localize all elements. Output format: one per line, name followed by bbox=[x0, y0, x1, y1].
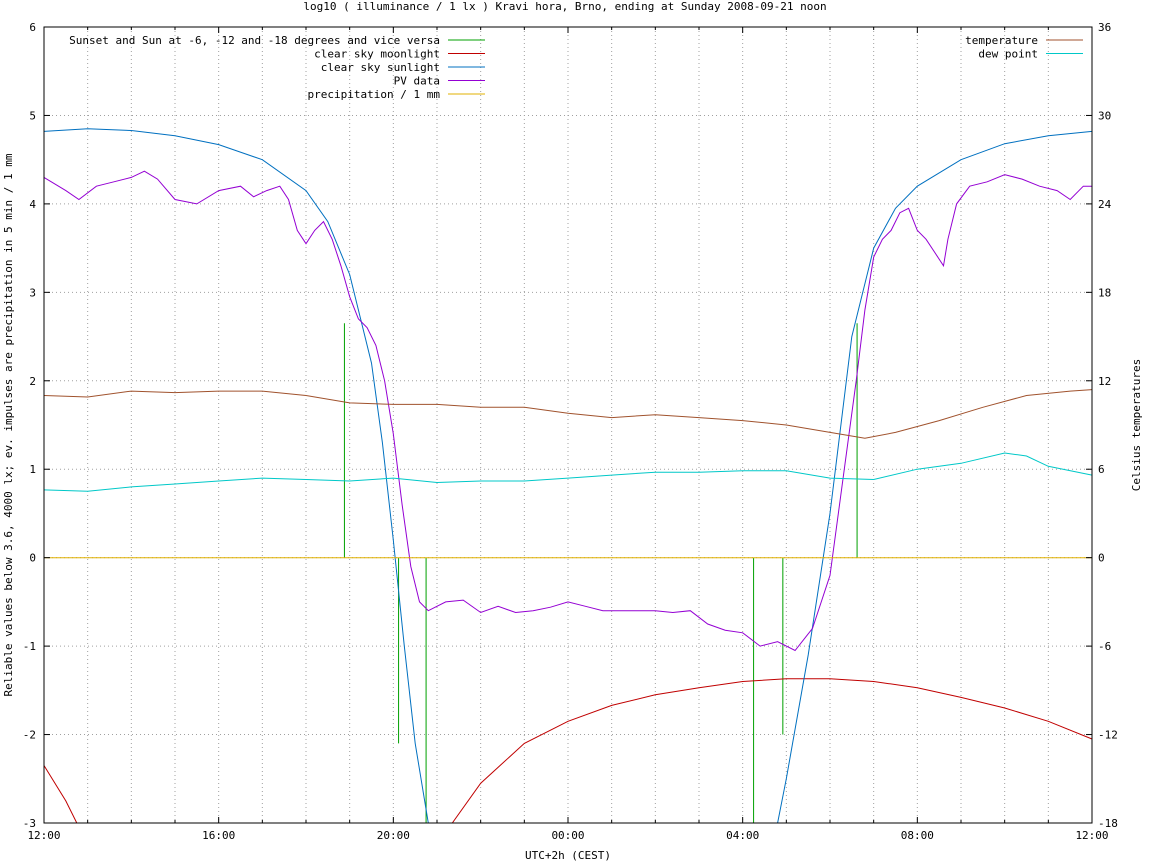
y-tick-label: 6 bbox=[29, 21, 36, 34]
y-tick-label: 2 bbox=[29, 375, 36, 388]
x-tick-label: 00:00 bbox=[551, 829, 584, 842]
x-tick-label: 04:00 bbox=[726, 829, 759, 842]
legend-entry-label: clear sky moonlight bbox=[314, 48, 440, 61]
y2-tick-label: 6 bbox=[1098, 463, 1105, 476]
legend-left: Sunset and Sun at -6, -12 and -18 degree… bbox=[69, 34, 485, 101]
y2-tick-label: 0 bbox=[1098, 552, 1105, 565]
series-line-6 bbox=[43, 452, 1093, 492]
x-tick-label: 20:00 bbox=[377, 829, 410, 842]
y-tick-label: 1 bbox=[29, 463, 36, 476]
y2-tick-label: 12 bbox=[1098, 375, 1111, 388]
series-line-3 bbox=[43, 170, 1092, 652]
y2-tick-label: -12 bbox=[1098, 729, 1118, 742]
y-tick-label: 3 bbox=[29, 286, 36, 299]
x-axis-label: UTC+2h (CEST) bbox=[525, 849, 611, 862]
y-axis-label: Reliable values below 3.6, 4000 lx; ev. … bbox=[2, 153, 15, 696]
chart-title: log10 ( illuminance / 1 lx ) Kravi hora,… bbox=[303, 0, 826, 13]
series-line-1 bbox=[43, 678, 1093, 824]
legend-entry-label: dew point bbox=[978, 48, 1038, 61]
y2-tick-label: -18 bbox=[1098, 817, 1118, 830]
y2-axis-label: Celsius temperatures bbox=[1130, 359, 1143, 491]
legend-entry-label: precipitation / 1 mm bbox=[308, 88, 441, 101]
y-tick-label: 5 bbox=[29, 109, 36, 122]
y-tick-label: 0 bbox=[29, 552, 36, 565]
y2-tick-label: 30 bbox=[1098, 109, 1111, 122]
grid bbox=[44, 27, 1092, 823]
y-tick-label: -2 bbox=[23, 729, 36, 742]
y-tick-label: -3 bbox=[23, 817, 36, 830]
x-tick-label: 16:00 bbox=[202, 829, 235, 842]
series-line-5 bbox=[43, 389, 1093, 439]
y2-tick-label: -6 bbox=[1098, 640, 1111, 653]
x-tick-label: 08:00 bbox=[901, 829, 934, 842]
legend-entry-label: Sunset and Sun at -6, -12 and -18 degree… bbox=[69, 34, 440, 47]
series-line-2 bbox=[43, 128, 1093, 824]
legend-entry-label: temperature bbox=[965, 34, 1038, 47]
x-tick-label: 12:00 bbox=[27, 829, 60, 842]
x-tick-label: 12:00 bbox=[1075, 829, 1108, 842]
legend-entry-label: clear sky sunlight bbox=[321, 61, 440, 74]
y2-tick-label: 36 bbox=[1098, 21, 1111, 34]
legend-entry-label: PV data bbox=[394, 75, 440, 88]
y-tick-label: 4 bbox=[29, 198, 36, 211]
y2-tick-label: 18 bbox=[1098, 286, 1111, 299]
y2-tick-label: 24 bbox=[1098, 198, 1112, 211]
y-tick-label: -1 bbox=[23, 640, 36, 653]
